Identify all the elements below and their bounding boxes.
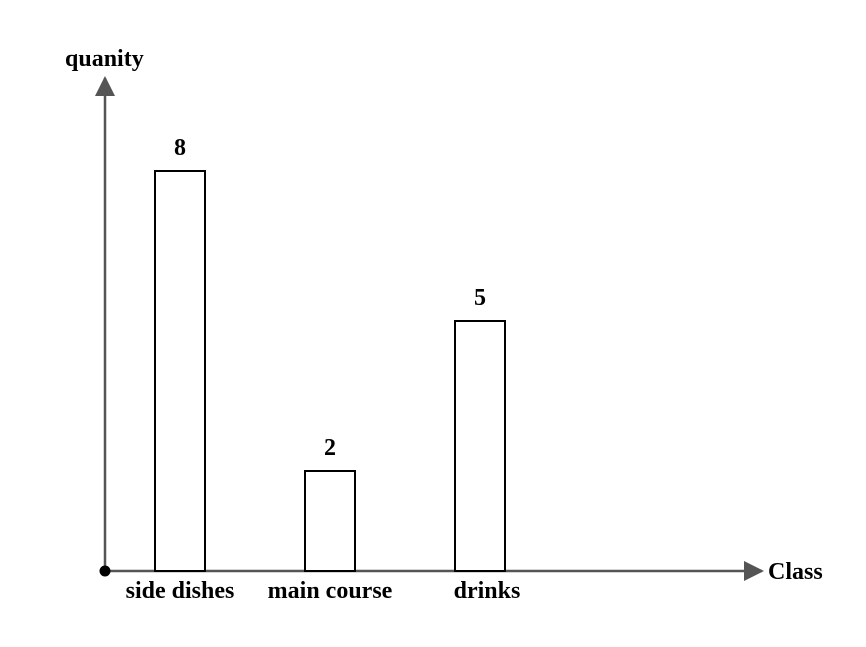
y-axis-label: quanity (65, 46, 144, 72)
bar-side-dishes (154, 170, 206, 572)
bar-main-course (304, 470, 356, 572)
bar-value-label: 5 (474, 285, 486, 311)
x-tick-label: main course (268, 578, 393, 604)
bar-value-label: 2 (324, 435, 336, 461)
bar-value-label: 8 (174, 135, 186, 161)
x-axis-label: Class (768, 559, 823, 585)
axis-origin (99, 565, 111, 577)
labels-group: 8 side dishes 2 main course 5 drinks (126, 135, 521, 604)
x-tick-label: side dishes (126, 578, 235, 604)
x-tick-label: drinks (454, 578, 521, 604)
bars-group (154, 170, 506, 572)
bar-drinks (454, 320, 506, 572)
